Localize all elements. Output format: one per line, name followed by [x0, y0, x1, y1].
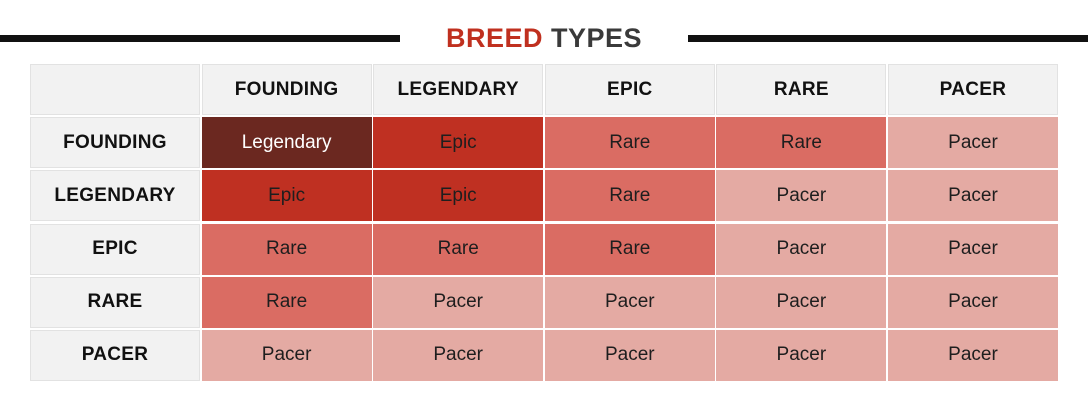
table-cell: Pacer — [716, 276, 887, 328]
table-cell: Epic — [373, 170, 544, 222]
table-cell: Pacer — [887, 276, 1058, 328]
table-cell: Pacer — [887, 223, 1058, 275]
title-word-breed: BREED — [445, 23, 543, 53]
table-cell: Pacer — [716, 329, 887, 381]
breed-types-table: FOUNDING LEGENDARY EPIC RARE PACER FOUND… — [30, 64, 1058, 386]
table-cell: Rare — [201, 276, 372, 328]
title-rule-left — [0, 35, 400, 42]
table-cell: Pacer — [373, 329, 544, 381]
title-word-types: TYPES — [551, 23, 643, 53]
table-cell: Rare — [373, 223, 544, 275]
column-header: RARE — [716, 64, 887, 115]
table-cell: Pacer — [887, 329, 1058, 381]
table-cell: Pacer — [201, 329, 372, 381]
column-header: FOUNDING — [201, 64, 372, 115]
column-header: EPIC — [544, 64, 715, 115]
row-header: PACER — [30, 329, 200, 381]
column-header: PACER — [887, 64, 1058, 115]
table-cell: Rare — [544, 170, 715, 222]
table-cell: Rare — [716, 117, 887, 169]
table-cell: Rare — [544, 223, 715, 275]
page-title: BREED TYPES — [400, 20, 688, 56]
table-cell: Legendary — [201, 117, 372, 169]
table-cell: Rare — [201, 223, 372, 275]
row-header: EPIC — [30, 223, 200, 275]
table-cell: Epic — [373, 117, 544, 169]
table-cell: Pacer — [544, 276, 715, 328]
title-rule-right — [688, 35, 1088, 42]
table-cell: Pacer — [887, 117, 1058, 169]
title-bar: BREED TYPES — [0, 20, 1088, 60]
table-cell: Pacer — [716, 170, 887, 222]
table-cell: Pacer — [544, 329, 715, 381]
table-corner — [30, 64, 200, 115]
table-cell: Epic — [201, 170, 372, 222]
column-header: LEGENDARY — [373, 64, 544, 115]
table-cell: Pacer — [716, 223, 887, 275]
table-cell: Rare — [544, 117, 715, 169]
table-cell: Pacer — [373, 276, 544, 328]
table-cell: Pacer — [887, 170, 1058, 222]
row-header: RARE — [30, 276, 200, 328]
row-header: LEGENDARY — [30, 170, 200, 222]
row-header: FOUNDING — [30, 117, 200, 169]
